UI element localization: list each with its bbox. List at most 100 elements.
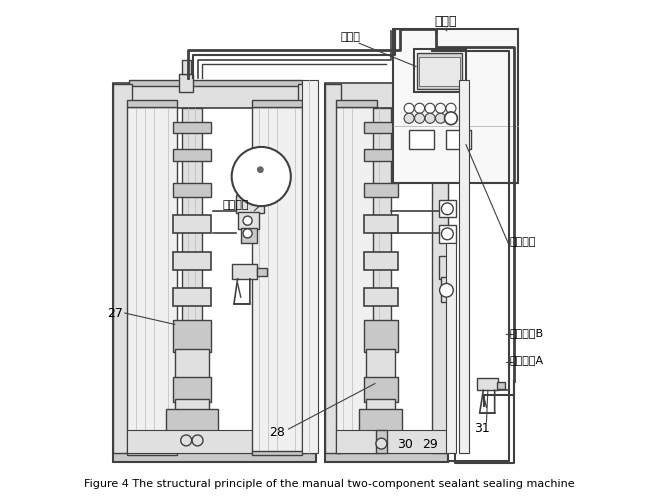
Bar [477,378,498,390]
Bar [364,288,398,306]
Circle shape [232,147,291,206]
Bar [446,130,471,149]
Circle shape [442,203,453,214]
Bar [373,108,391,432]
Bar [239,212,259,229]
Bar [364,184,398,197]
Circle shape [440,284,453,297]
Bar [366,350,395,379]
Bar [252,107,302,453]
Bar [129,80,302,86]
Bar [252,451,302,456]
Text: 28: 28 [270,426,285,439]
Circle shape [404,114,414,124]
Bar [364,215,398,234]
Bar [173,122,211,134]
Bar [441,276,452,301]
Text: 29: 29 [422,438,438,452]
Circle shape [415,104,424,114]
Bar [366,400,395,411]
Text: 空桶报警: 空桶报警 [223,200,250,210]
Bar [439,256,455,279]
Circle shape [181,435,192,446]
Bar [113,84,132,452]
Bar [298,84,316,452]
Text: 控制柜: 控制柜 [434,15,457,28]
Bar [409,130,434,149]
Bar [173,184,211,197]
Bar [175,400,209,411]
Circle shape [192,435,203,446]
Bar [175,350,209,379]
Circle shape [446,104,456,114]
Text: 30: 30 [397,438,413,452]
Bar [414,49,466,92]
Bar [173,288,211,306]
Bar [432,84,448,452]
Text: 27: 27 [107,306,123,320]
Bar [364,122,398,134]
Text: 控制空气A: 控制空气A [509,355,544,365]
Bar [182,60,190,74]
Bar [417,53,463,88]
Bar [232,264,257,279]
Circle shape [243,229,252,238]
Bar [376,430,387,452]
Bar [173,149,211,160]
Bar [113,83,316,108]
Bar [336,430,448,452]
Bar [252,100,302,107]
Bar [127,451,177,456]
Bar [336,107,377,453]
Bar [364,149,398,160]
Bar [364,252,398,270]
Bar [459,80,469,452]
Text: 温度显示: 温度显示 [509,237,536,247]
Circle shape [415,114,424,124]
Bar [182,108,202,432]
Bar [364,320,398,352]
Text: Figure 4 The structural principle of the manual two-component sealant sealing ma: Figure 4 The structural principle of the… [84,479,575,489]
Bar [359,408,402,432]
Bar [325,452,448,462]
Bar [173,252,211,270]
Bar [236,194,264,213]
Text: 触摸屏: 触摸屏 [340,32,360,42]
Bar [127,107,177,453]
Bar [364,376,398,402]
Bar [173,376,211,402]
Bar [173,215,211,234]
Bar [173,320,211,352]
Bar [113,84,316,452]
Bar [325,83,448,108]
Bar [165,408,218,432]
Text: 31: 31 [474,422,490,434]
Bar [302,80,318,452]
Bar [336,100,377,107]
Bar [393,28,519,184]
Bar [439,200,456,218]
Circle shape [442,228,453,240]
Circle shape [376,438,387,449]
Bar [127,100,177,107]
Bar [179,74,193,92]
Bar [439,225,456,242]
Circle shape [425,114,435,124]
Circle shape [445,112,457,124]
Text: 控制空气B: 控制空气B [509,328,544,338]
Bar [325,84,341,452]
Bar [113,452,316,462]
Bar [497,382,505,389]
Bar [241,228,257,242]
Bar [445,244,455,452]
Bar [419,57,460,86]
Bar [257,268,267,276]
Bar [325,84,448,452]
Circle shape [243,216,252,225]
Circle shape [425,104,435,114]
Bar [127,430,302,452]
Circle shape [436,114,445,124]
Circle shape [436,104,445,114]
Circle shape [404,104,414,114]
Circle shape [258,167,263,172]
